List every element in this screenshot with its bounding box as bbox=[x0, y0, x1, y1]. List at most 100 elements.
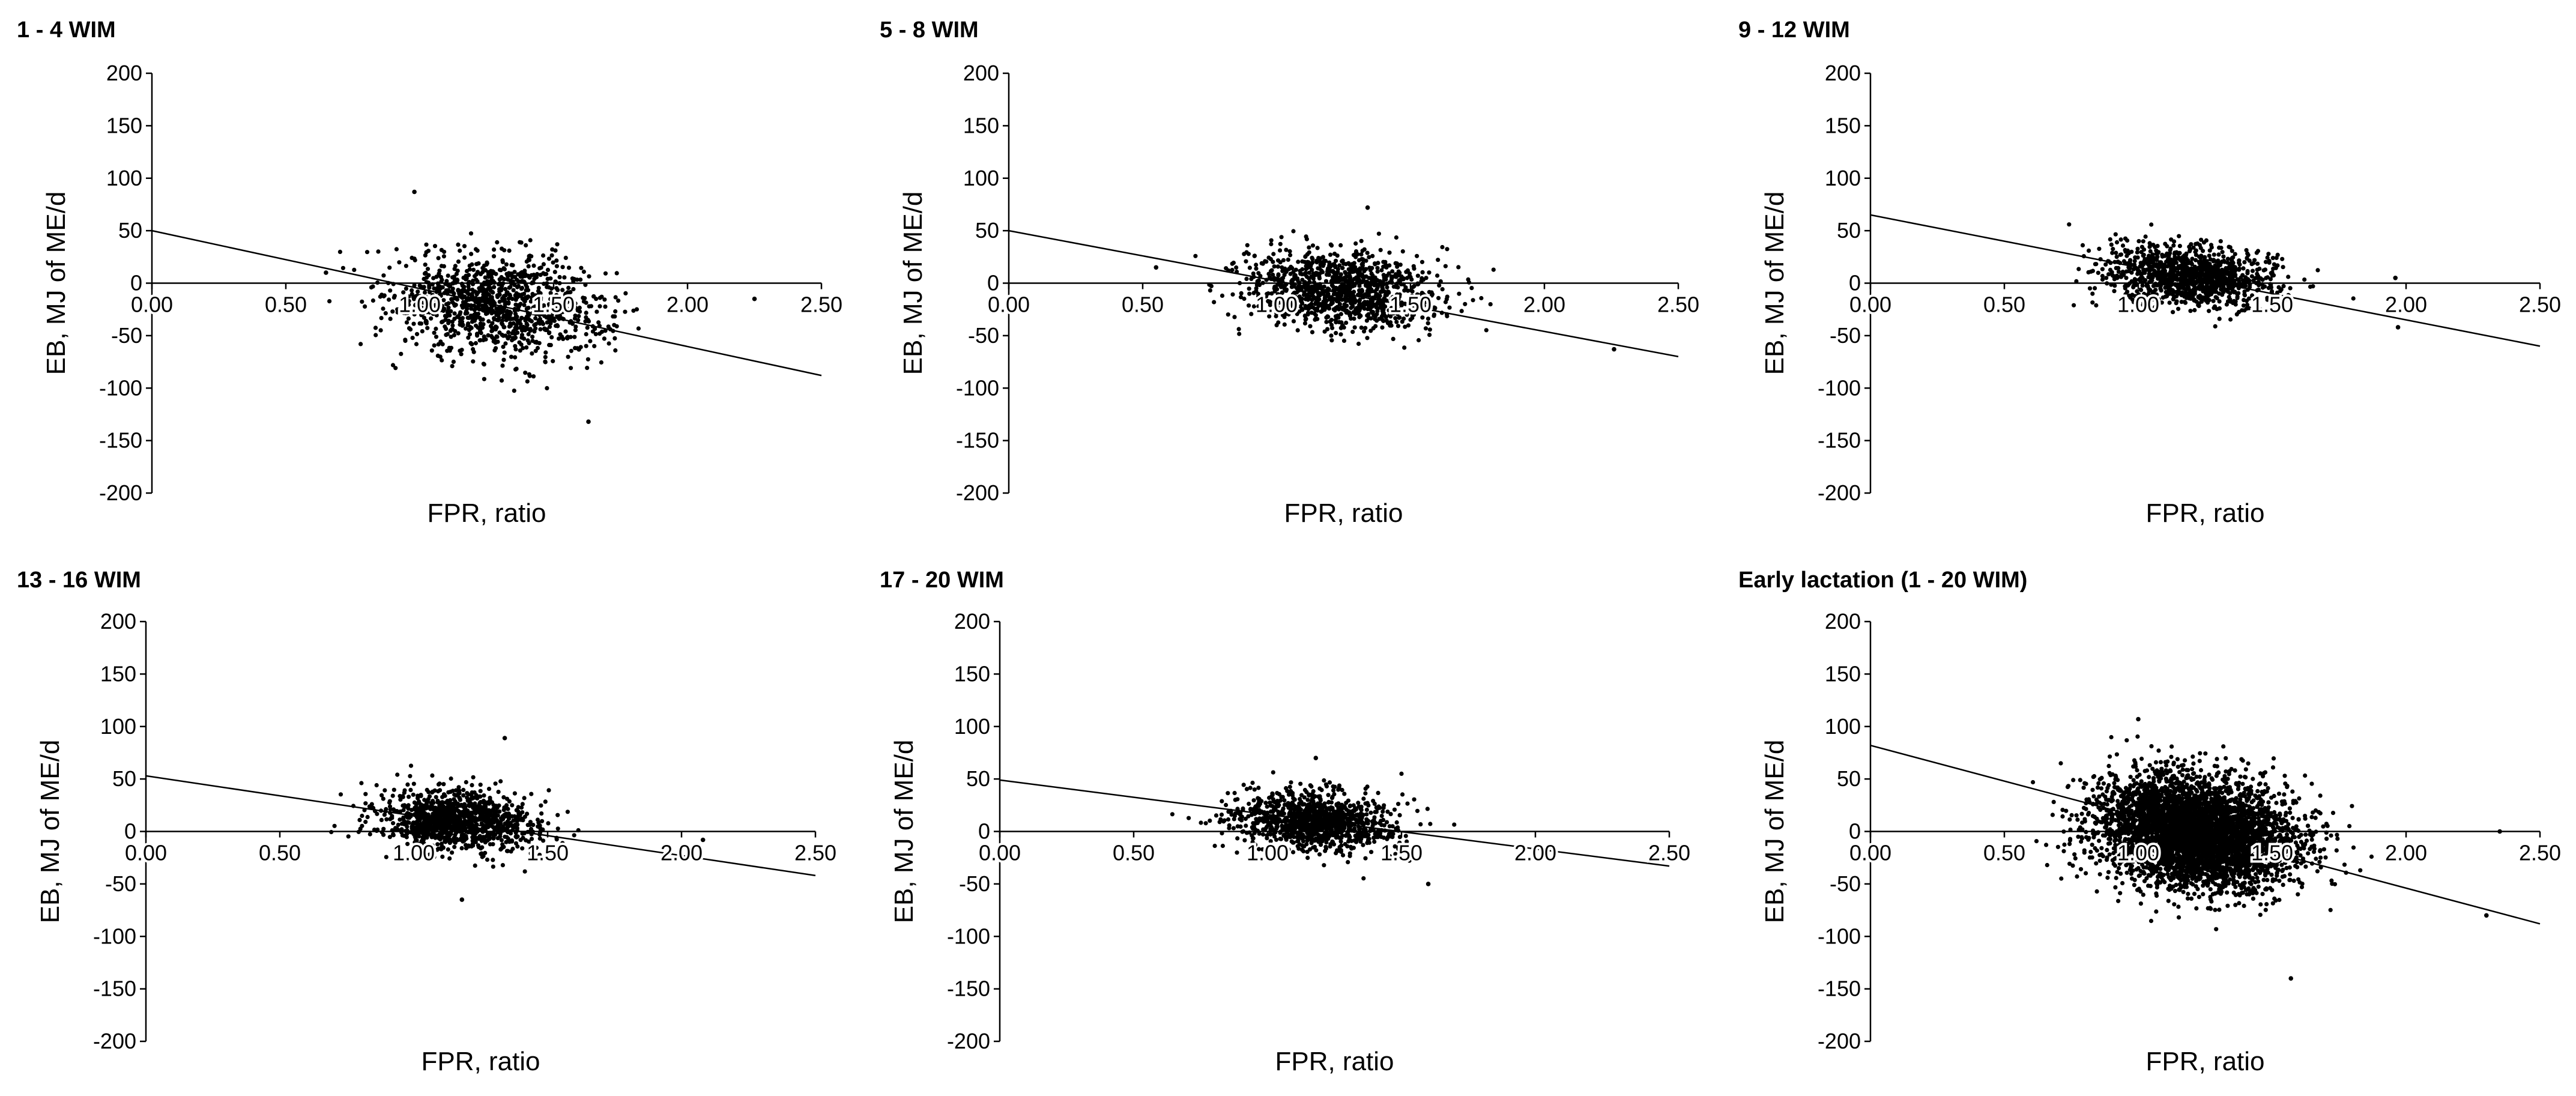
data-point bbox=[490, 269, 495, 274]
data-point bbox=[1238, 824, 1243, 829]
data-point bbox=[434, 795, 438, 799]
data-point bbox=[410, 255, 414, 260]
data-point bbox=[438, 814, 443, 819]
data-point bbox=[543, 350, 548, 355]
data-point bbox=[424, 319, 429, 324]
data-point bbox=[458, 796, 462, 801]
data-point bbox=[378, 328, 383, 333]
data-point bbox=[491, 864, 495, 869]
data-point bbox=[567, 298, 572, 303]
data-point bbox=[515, 819, 519, 823]
data-point bbox=[2124, 253, 2129, 258]
data-point bbox=[1254, 266, 1259, 271]
data-point bbox=[1424, 276, 1429, 280]
data-point bbox=[516, 279, 521, 284]
data-point bbox=[473, 311, 478, 316]
data-point bbox=[518, 240, 522, 244]
data-point bbox=[577, 305, 582, 310]
data-point bbox=[1305, 265, 1310, 270]
data-point bbox=[352, 267, 357, 272]
data-point bbox=[1359, 262, 1364, 267]
data-point bbox=[1236, 327, 1241, 332]
data-point bbox=[481, 798, 486, 804]
data-point bbox=[472, 318, 477, 323]
data-point bbox=[484, 288, 489, 292]
data-point bbox=[450, 327, 455, 332]
data-point bbox=[1313, 313, 1318, 318]
data-point bbox=[489, 275, 494, 280]
data-point bbox=[1338, 272, 1343, 277]
y-tick-label: 200 bbox=[106, 61, 142, 85]
data-point bbox=[499, 378, 504, 383]
data-point bbox=[412, 189, 417, 195]
data-point bbox=[467, 280, 471, 285]
data-point bbox=[382, 813, 387, 817]
data-point bbox=[1312, 306, 1317, 311]
data-point bbox=[2097, 246, 2102, 251]
data-point bbox=[324, 270, 328, 275]
data-point bbox=[1469, 286, 1474, 291]
data-point bbox=[544, 271, 549, 276]
data-point bbox=[531, 263, 536, 268]
data-point bbox=[2188, 309, 2193, 313]
data-point bbox=[2255, 267, 2260, 272]
data-point bbox=[564, 306, 569, 310]
data-point bbox=[2100, 274, 2105, 279]
data-point bbox=[458, 322, 462, 327]
data-point bbox=[594, 297, 599, 301]
data-point bbox=[460, 829, 465, 834]
data-point bbox=[513, 825, 518, 830]
data-point bbox=[1247, 801, 1251, 807]
data-point bbox=[1346, 860, 1350, 865]
data-point bbox=[387, 799, 392, 804]
data-point bbox=[2112, 283, 2117, 288]
data-point bbox=[1284, 287, 1289, 292]
y-tick-label: 200 bbox=[954, 609, 990, 634]
y-tick-label: -200 bbox=[93, 1029, 136, 1053]
data-point bbox=[513, 293, 518, 298]
data-point bbox=[2172, 260, 2177, 265]
data-point bbox=[1230, 268, 1235, 273]
data-point bbox=[1269, 268, 1274, 273]
data-point bbox=[453, 264, 458, 268]
data-point bbox=[1247, 291, 1252, 296]
y-tick-label: 150 bbox=[963, 113, 999, 138]
data-point bbox=[1340, 288, 1345, 292]
x-tick-label: 0.50 bbox=[1983, 292, 2025, 317]
data-point bbox=[1459, 309, 1464, 313]
data-point bbox=[2090, 300, 2095, 305]
data-point bbox=[2221, 289, 2226, 294]
y-axis-title: EB, MJ of ME/d bbox=[898, 192, 928, 375]
y-tick-label: -150 bbox=[956, 428, 999, 453]
data-point bbox=[1367, 276, 1371, 280]
data-point bbox=[2120, 243, 2126, 248]
data-point bbox=[548, 343, 553, 348]
data-point bbox=[497, 281, 502, 286]
data-point bbox=[2118, 237, 2123, 242]
data-point bbox=[2250, 268, 2255, 273]
data-point bbox=[512, 791, 518, 796]
data-point bbox=[1323, 303, 1329, 308]
data-point bbox=[411, 792, 416, 797]
data-point bbox=[417, 283, 422, 288]
data-point bbox=[364, 250, 370, 255]
data-point bbox=[2154, 283, 2159, 288]
data-point bbox=[1304, 287, 1309, 292]
data-point bbox=[512, 389, 516, 393]
data-point bbox=[476, 290, 480, 295]
data-point bbox=[1320, 270, 1325, 274]
data-point bbox=[504, 262, 509, 267]
data-point bbox=[613, 348, 618, 353]
data-point bbox=[491, 830, 496, 835]
data-point bbox=[1357, 303, 1362, 307]
data-point bbox=[520, 802, 525, 807]
x-tick-label: 1.50 bbox=[527, 841, 569, 865]
data-point bbox=[482, 362, 486, 367]
data-point bbox=[2140, 283, 2145, 288]
data-point bbox=[1361, 303, 1366, 308]
data-point bbox=[445, 838, 450, 843]
data-point bbox=[462, 255, 467, 260]
data-point bbox=[2074, 279, 2079, 283]
data-point bbox=[2093, 262, 2097, 267]
data-point bbox=[578, 277, 583, 282]
